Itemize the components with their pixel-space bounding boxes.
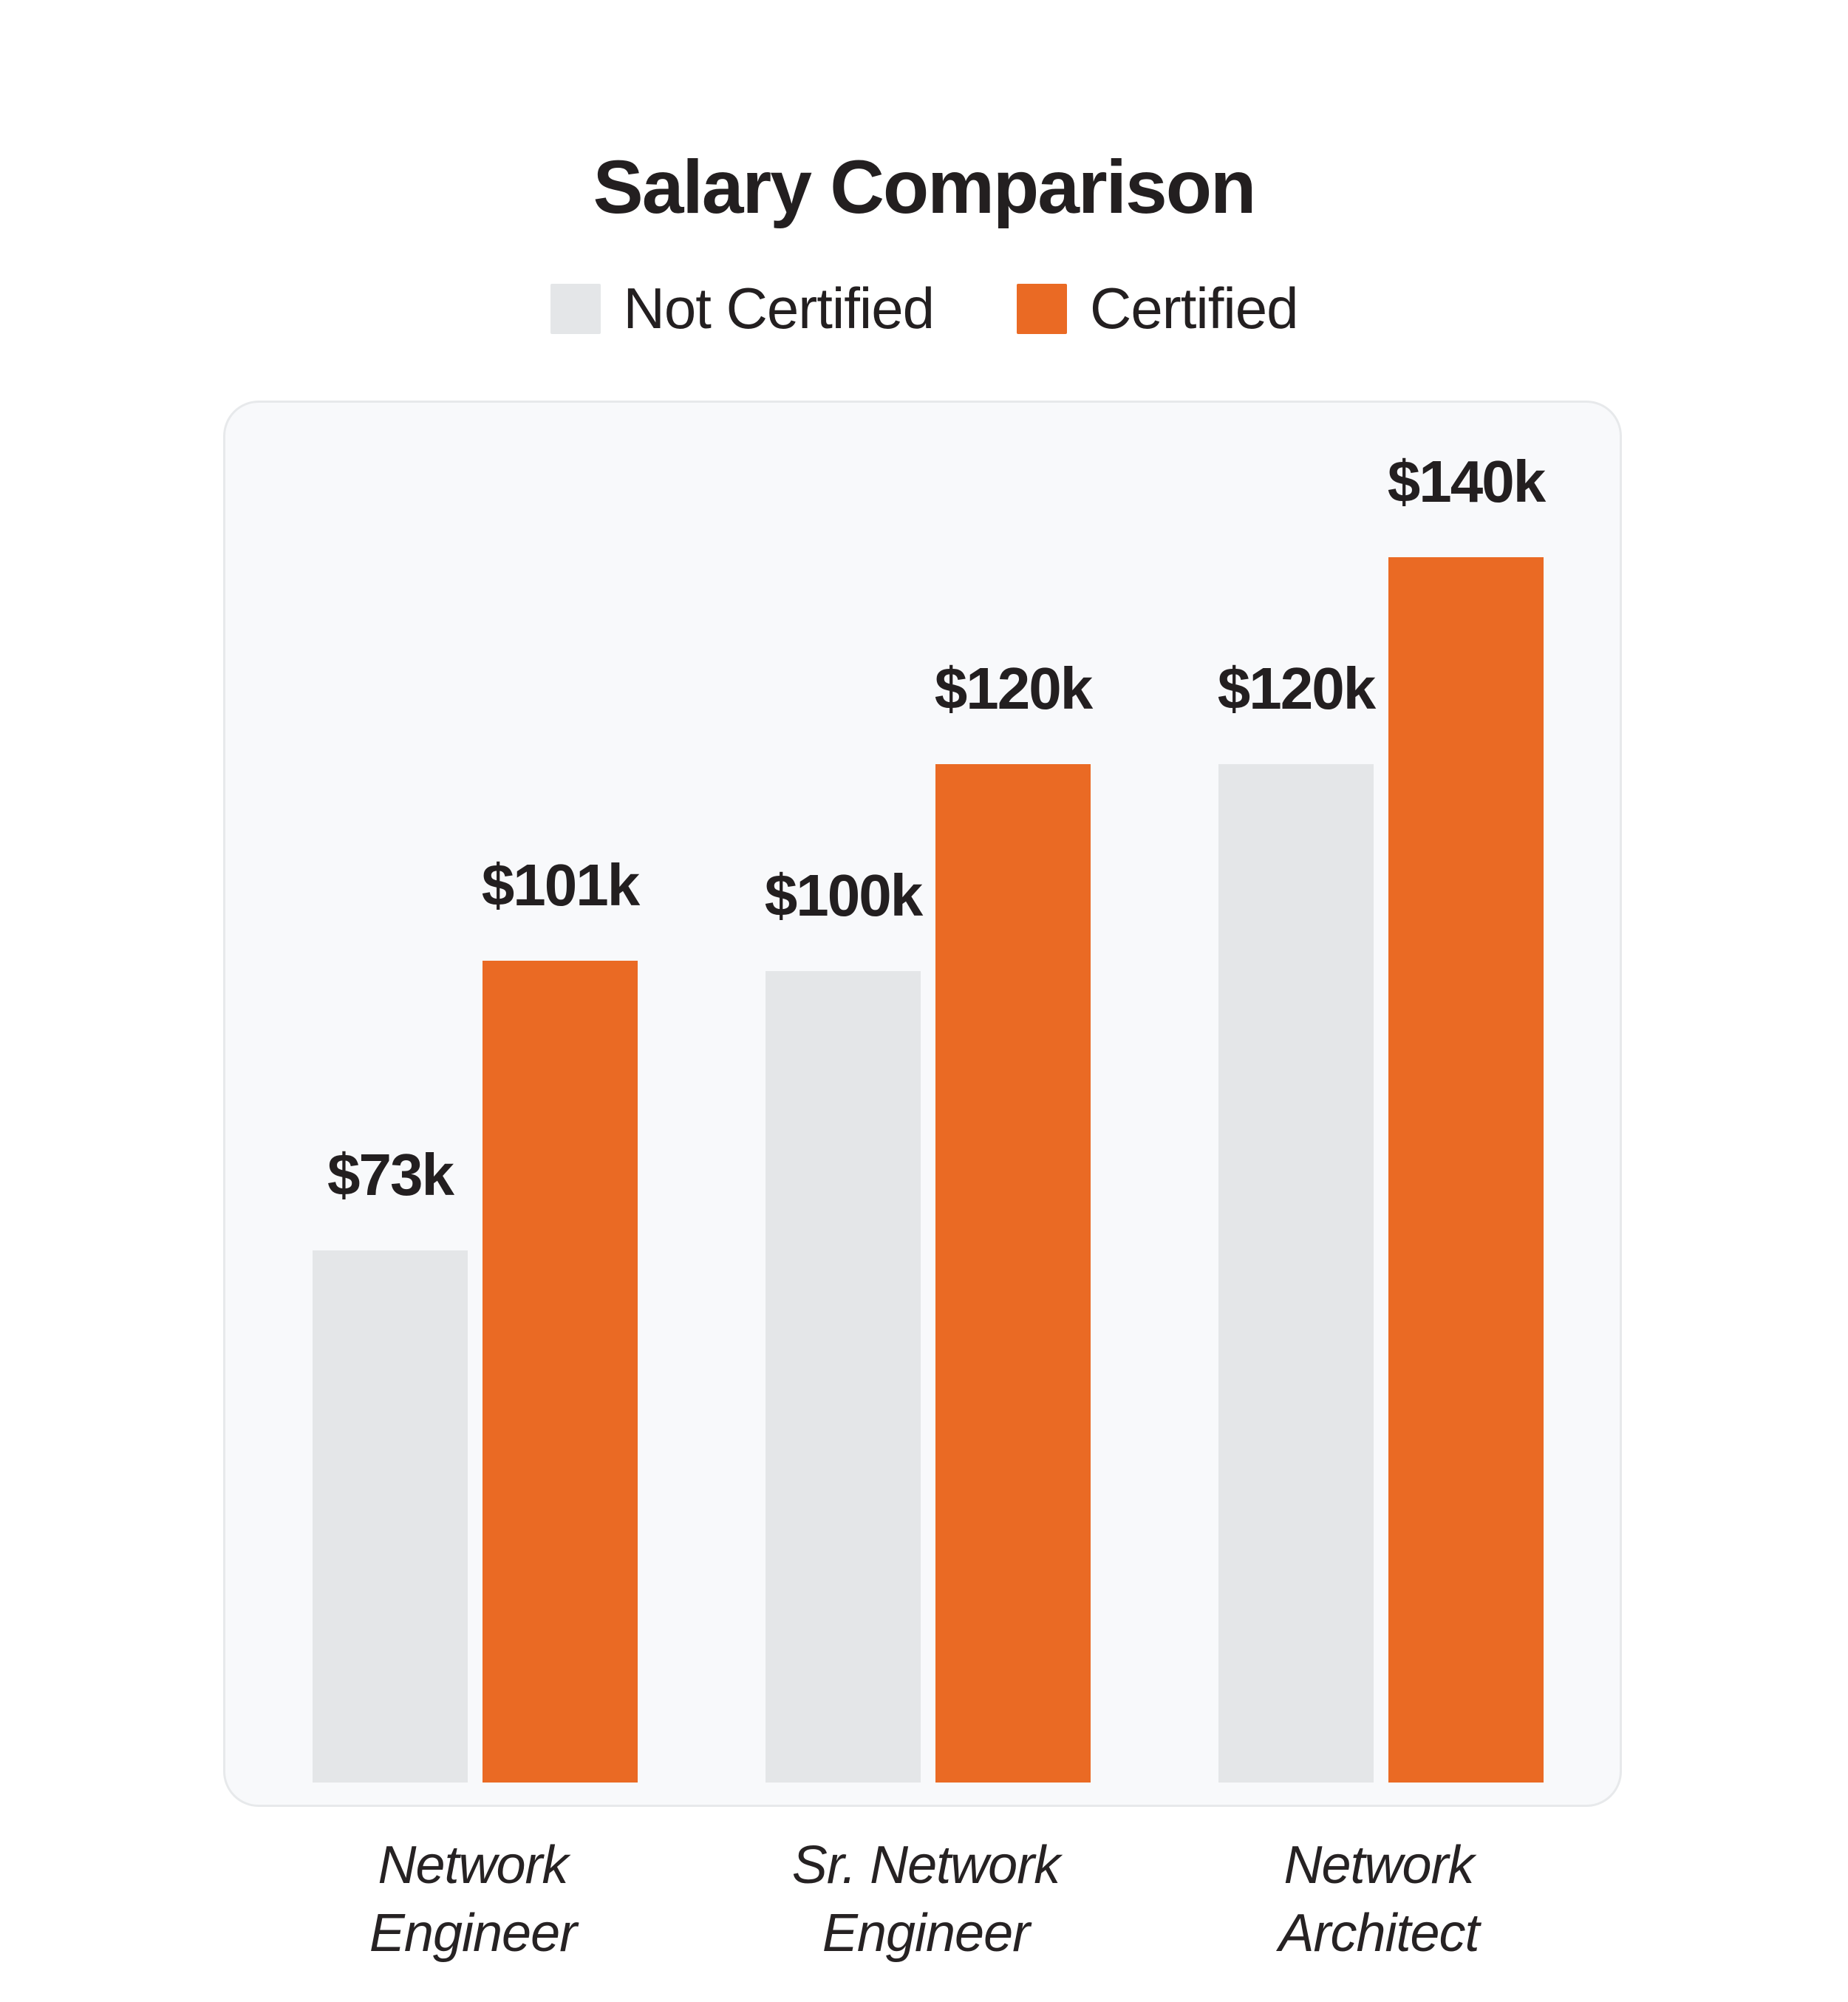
bar-value-label-certified: $101k (481, 852, 640, 918)
bar-not-certified (313, 1250, 468, 1783)
bar-value-label-not-certified: $120k (1217, 656, 1376, 721)
bar-certified (935, 764, 1091, 1783)
category-label: Network Engineer (369, 1836, 577, 1963)
bar-certified (1388, 557, 1544, 1783)
bar-not-certified (1218, 764, 1374, 1783)
legend-label-certified: Certified (1090, 276, 1298, 341)
bar-certified (483, 961, 638, 1783)
chart-panel: $73k $101k $100k $120k $120k $140k (223, 401, 1622, 1807)
bar-value-label-certified: $120k (934, 656, 1093, 721)
legend-swatch-not-certified (550, 283, 601, 334)
bar-not-certified (766, 971, 921, 1783)
chart-plot-area: $73k $101k $100k $120k $120k $140k (225, 403, 1620, 1805)
bar-value-label-certified: $140k (1387, 449, 1546, 514)
legend-item-certified: Certified (1017, 275, 1298, 342)
bar-value-label-not-certified: $73k (327, 1142, 454, 1208)
category-label: Sr. Network Engineer (791, 1836, 1060, 1963)
legend-swatch-certified (1017, 283, 1068, 334)
legend-label-not-certified: Not Certified (623, 276, 935, 341)
category-label: Network Architect (1278, 1836, 1479, 1963)
legend-item-not-certified: Not Certified (550, 275, 935, 342)
legend: Not Certified Certified (0, 275, 1848, 342)
chart-title: Salary Comparison (593, 145, 1257, 229)
bar-value-label-not-certified: $100k (764, 862, 923, 928)
